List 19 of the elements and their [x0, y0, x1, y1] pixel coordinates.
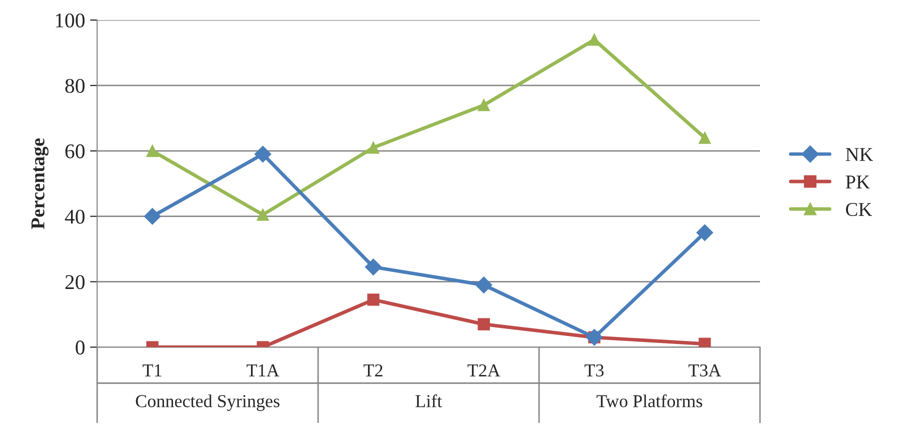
y-tick-label: 80 [65, 78, 85, 93]
legend-label: CK [846, 202, 872, 216]
y-tick-label: 40 [64, 210, 85, 224]
x-tick-label: T1 [142, 364, 162, 376]
y-tick-label: 0 [76, 340, 85, 355]
legend-label: NK [846, 148, 874, 161]
y-axis-title: Percentage [32, 138, 49, 229]
text: Lift [416, 394, 442, 408]
x-tick-label: T2 [364, 364, 382, 376]
legend-label: PK [846, 176, 870, 188]
text: Connected Syringes [136, 394, 280, 411]
y-tick-label: 60 [65, 144, 85, 158]
text: Two Platforms [596, 394, 702, 408]
x-tick-label: T1A [246, 364, 280, 376]
x-tick-label: T3 [584, 364, 604, 377]
x-tick-label: T2A [468, 364, 500, 376]
x-tick-label: T3A [688, 364, 722, 377]
y-tick-label: 20 [65, 275, 85, 290]
y-tick-label: 100 [56, 13, 85, 28]
